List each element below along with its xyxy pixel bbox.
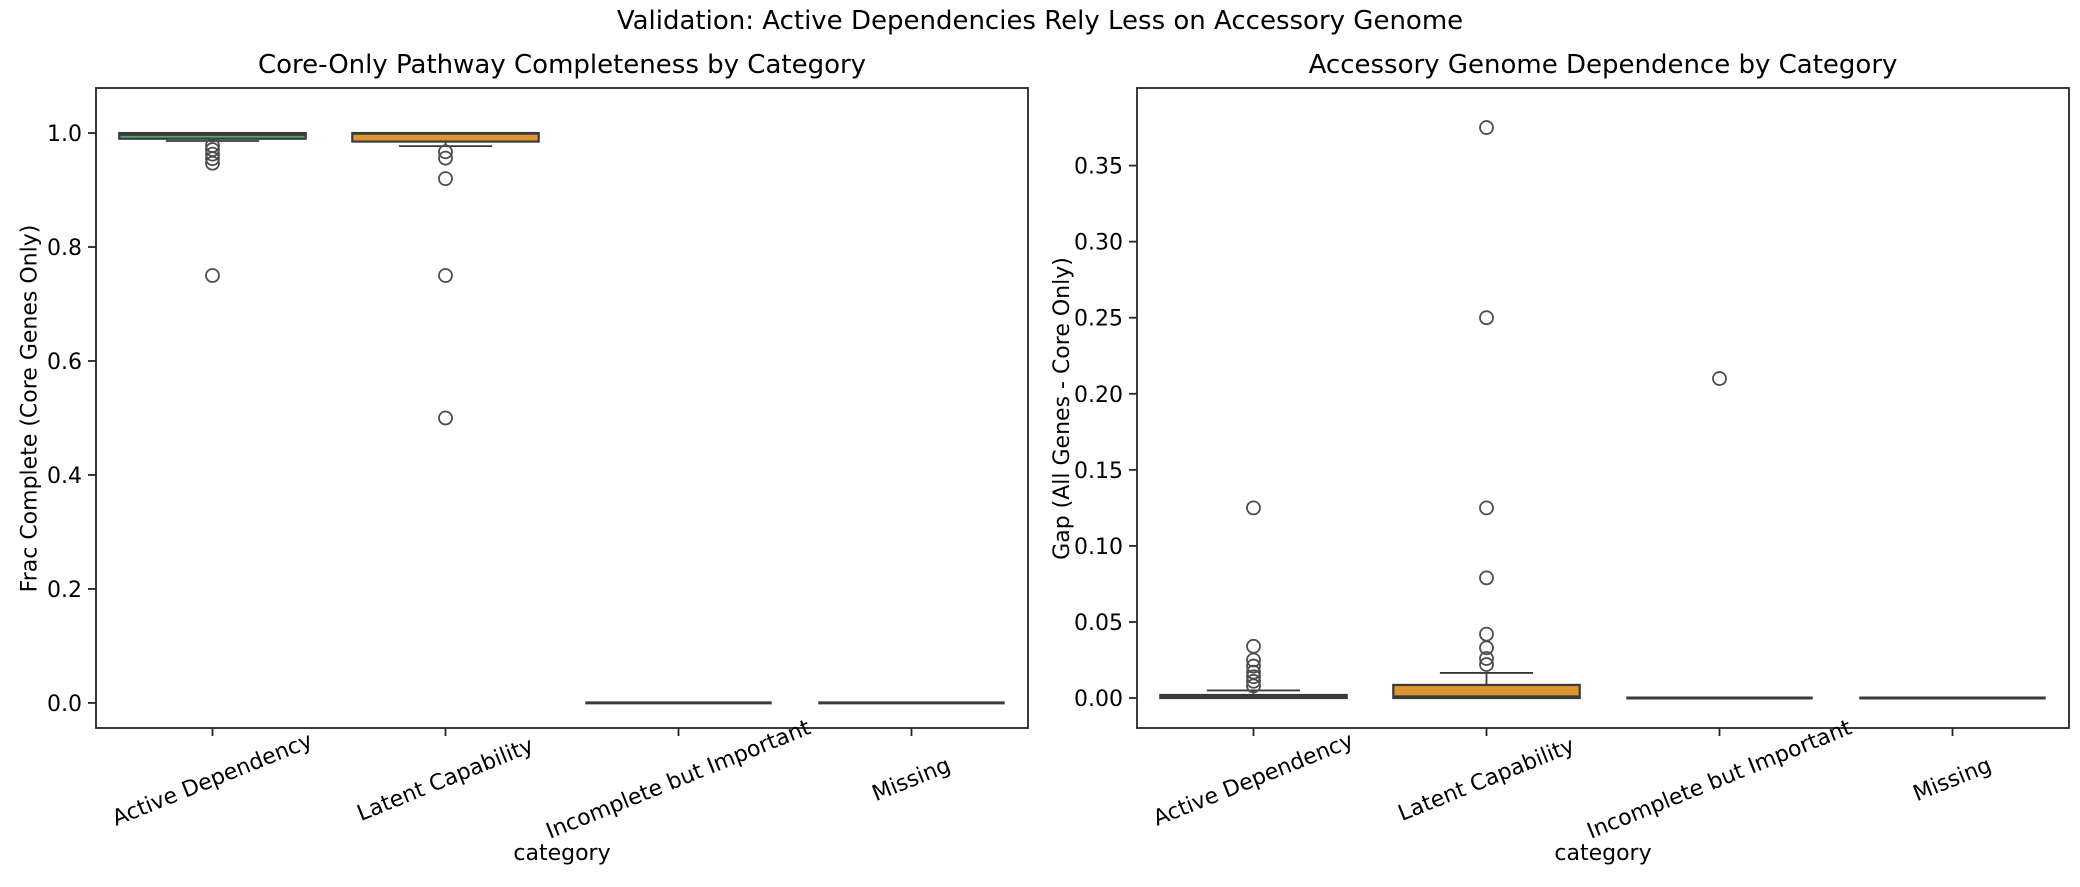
y-tick-label: 0.10 bbox=[1074, 535, 1123, 560]
axes-frame bbox=[95, 87, 1029, 729]
x-category-label: Active Dependency bbox=[109, 728, 316, 831]
y-tick-label: 0.00 bbox=[1074, 687, 1123, 712]
outlier-point bbox=[1246, 673, 1261, 689]
outlier-point bbox=[438, 150, 453, 166]
subplot-left: 0.0 0.2 0.4 0.6 0.8 1.0 Active Dependency Laten… bbox=[47, 87, 1029, 845]
right-subplot-title: Accessory Genome Dependence by Category bbox=[1308, 50, 1898, 80]
box-missing: Missing bbox=[1859, 696, 2046, 807]
x-category-label: Latent Capability bbox=[354, 733, 537, 826]
x-category-label: Latent Capability bbox=[1395, 733, 1578, 826]
outlier-point bbox=[1246, 638, 1261, 654]
right-y-axis-label: Gap (All Genes - Core Only) bbox=[1049, 256, 1075, 560]
outlier-point bbox=[205, 146, 220, 162]
outlier-point bbox=[1479, 310, 1494, 326]
outlier-point bbox=[1712, 371, 1727, 386]
y-tick-label: 0.4 bbox=[47, 464, 82, 489]
y-tick-label: 0.2 bbox=[47, 578, 82, 603]
y-tick-label: 0.0 bbox=[47, 692, 82, 717]
outlier-point bbox=[1246, 658, 1261, 674]
outlier-point bbox=[1479, 500, 1494, 516]
outlier-point bbox=[1246, 669, 1261, 685]
right-y-axis-label-wrap: Gap (All Genes - Core Only) bbox=[1040, 88, 1084, 728]
y-tick-label: 0.15 bbox=[1074, 459, 1123, 484]
subplot-right: 0.00 0.05 0.10 0.15 0.20 0.25 0.30 0.35 Active D… bbox=[1074, 87, 2070, 845]
y-tick-label: 0.05 bbox=[1074, 611, 1123, 636]
figure-suptitle: Validation: Active Dependencies Rely Les… bbox=[616, 6, 1464, 36]
y-tick-label: 0.25 bbox=[1074, 307, 1123, 332]
x-category-label: Missing bbox=[869, 753, 954, 807]
outlier-point bbox=[438, 410, 453, 426]
y-tick-label: 0.30 bbox=[1074, 231, 1123, 256]
y-tick-label: 0.6 bbox=[47, 350, 82, 375]
box-missing: Missing bbox=[818, 701, 1005, 807]
box-incomplete-but-important: Incomplete but Important bbox=[1584, 371, 1856, 845]
left-y-axis-label-wrap: Frac Complete (Core Genes Only) bbox=[8, 88, 52, 728]
outlier-point bbox=[438, 268, 453, 283]
box-latent-capability: Latent Capability bbox=[351, 131, 540, 827]
outlier-point bbox=[438, 171, 453, 187]
outlier-point bbox=[1479, 120, 1494, 135]
left-y-axis-label: Frac Complete (Core Genes Only) bbox=[17, 224, 43, 592]
left-x-axis-label: category bbox=[513, 841, 611, 866]
outlier-point bbox=[1479, 657, 1494, 672]
outlier-point bbox=[205, 155, 220, 171]
box-latent-capability: Latent Capability bbox=[1392, 120, 1581, 827]
box-body bbox=[1392, 683, 1581, 700]
x-category-label: Missing bbox=[1910, 753, 1995, 807]
y-tick-label: 0.35 bbox=[1074, 155, 1123, 180]
outlier-point bbox=[1479, 570, 1494, 586]
outlier-point bbox=[1479, 651, 1494, 666]
box-active-dependency: Active Dependency bbox=[109, 131, 316, 832]
outlier-point bbox=[1246, 500, 1261, 516]
left-subplot-title: Core-Only Pathway Completeness by Catego… bbox=[257, 50, 867, 80]
outlier-point bbox=[1479, 626, 1494, 642]
axes-frame bbox=[1136, 87, 2070, 729]
box-incomplete-but-important: Incomplete but Important bbox=[543, 701, 815, 845]
y-tick-label: 1.0 bbox=[47, 122, 82, 147]
y-tick-label: 0.8 bbox=[47, 236, 82, 261]
box-active-dependency: Active Dependency bbox=[1150, 500, 1357, 832]
y-tick-label: 0.20 bbox=[1074, 383, 1123, 408]
outlier-point bbox=[205, 268, 220, 283]
x-category-label: Active Dependency bbox=[1150, 728, 1357, 831]
outlier-point bbox=[205, 151, 220, 167]
right-x-axis-label: category bbox=[1554, 841, 1652, 866]
outlier-point bbox=[438, 144, 453, 160]
